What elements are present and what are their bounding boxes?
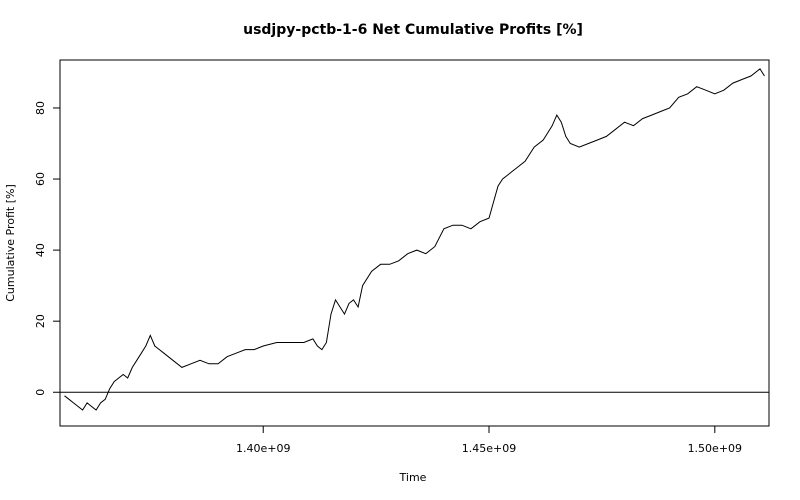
y-tick-label: 40	[34, 243, 47, 257]
y-tick-label: 80	[34, 101, 47, 115]
cumulative-profit-line	[64, 68, 765, 411]
y-axis-label: Cumulative Profit [%]	[4, 184, 17, 302]
x-tick-label: 1.50e+09	[688, 442, 742, 455]
y-tick-label: 0	[34, 389, 47, 396]
y-tick-label: 20	[34, 314, 47, 328]
y-axis: 0 20 40 60 80	[34, 101, 60, 396]
x-tick-label: 1.40e+09	[236, 442, 290, 455]
chart-title: usdjpy-pctb-1-6 Net Cumulative Profits […	[243, 22, 583, 38]
y-tick-label: 60	[34, 172, 47, 186]
x-tick-label: 1.45e+09	[462, 442, 516, 455]
x-axis-label: Time	[399, 471, 427, 484]
x-axis: 1.40e+09 1.45e+09 1.50e+09	[236, 426, 742, 455]
plot-frame	[59, 59, 770, 427]
